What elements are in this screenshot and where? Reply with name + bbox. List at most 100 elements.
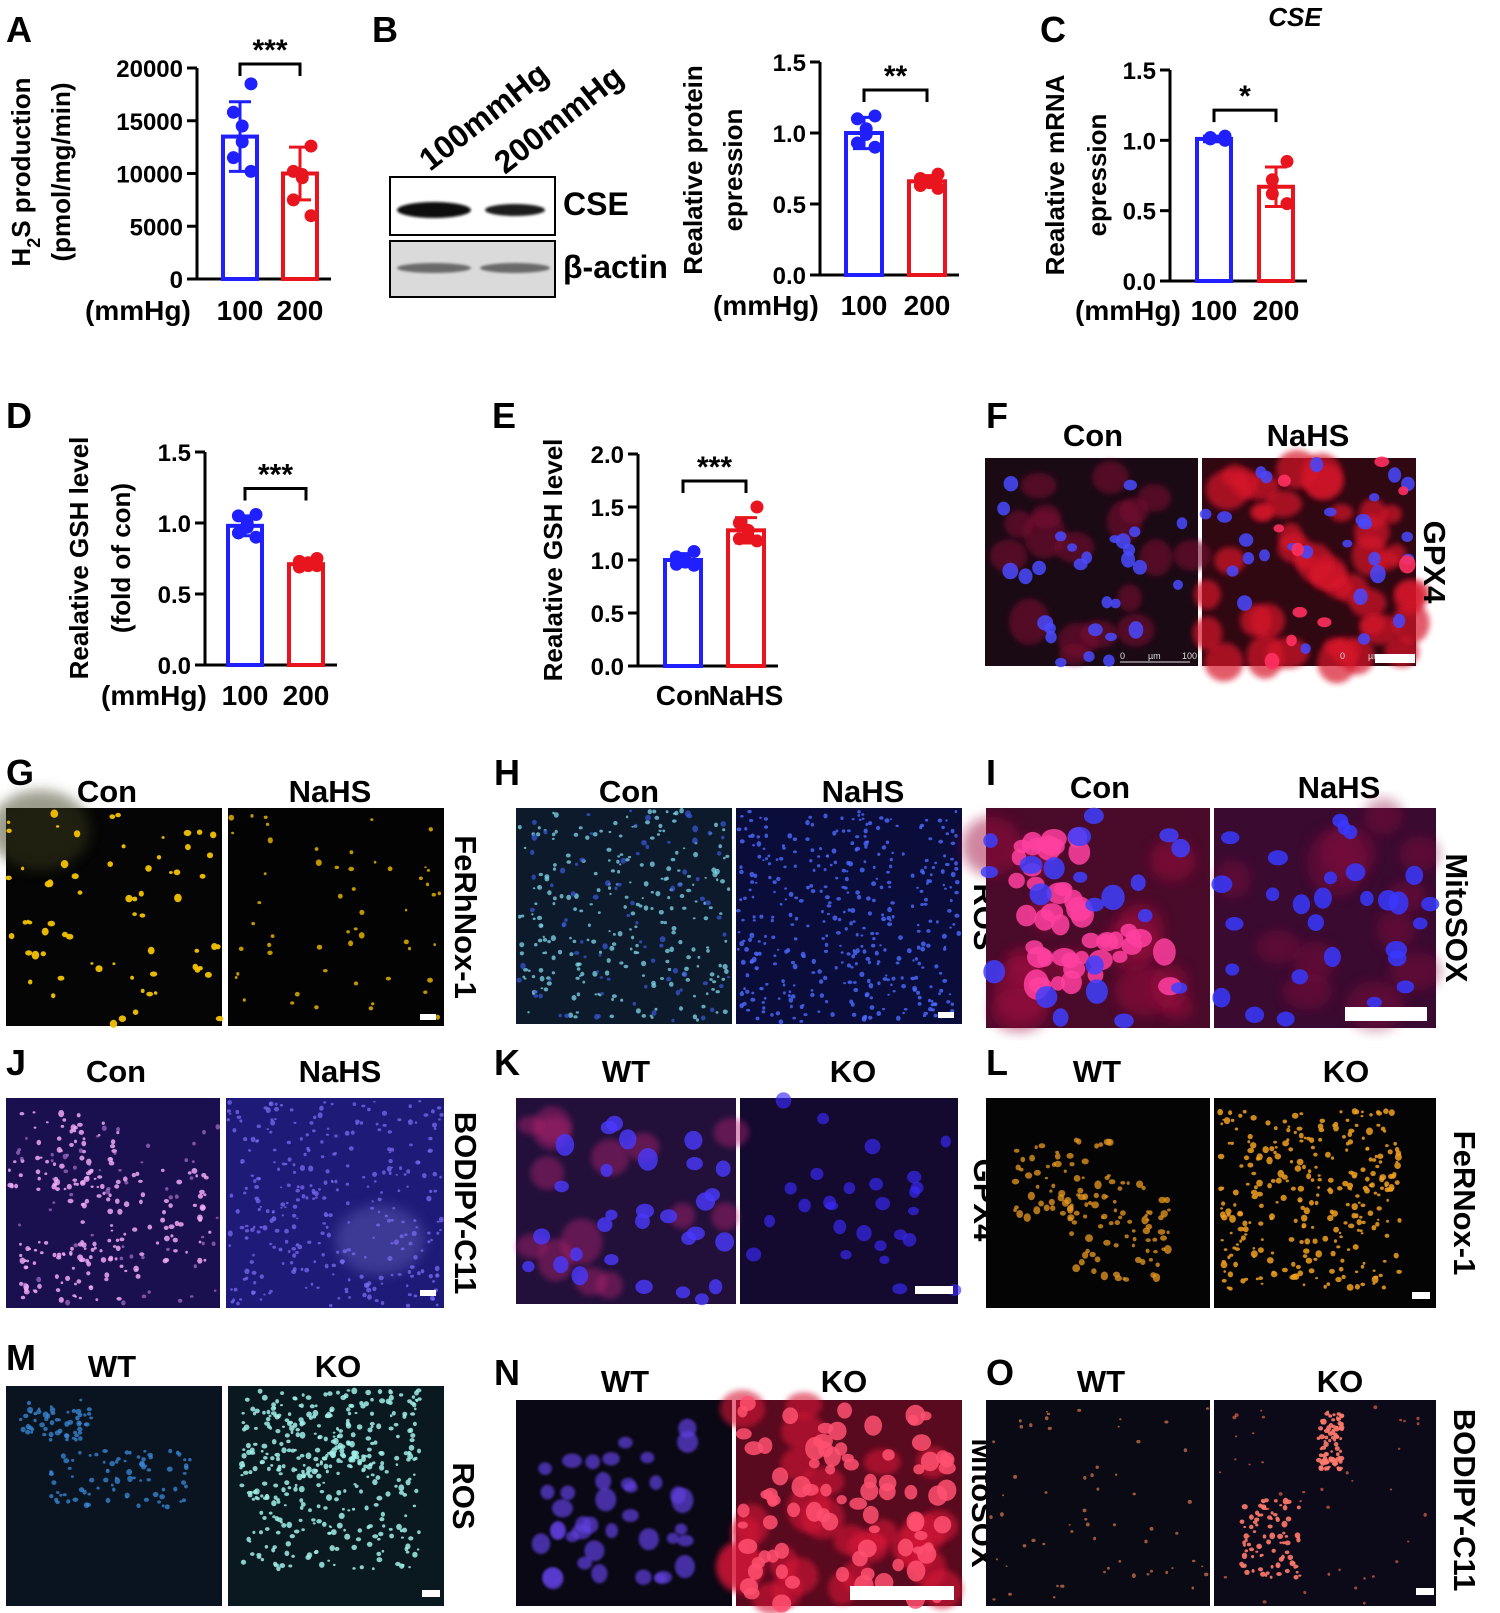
cell-spot — [71, 1436, 76, 1440]
cell-spot — [372, 1171, 378, 1177]
cell-spot — [1084, 1202, 1089, 1208]
cell-spot — [892, 990, 896, 993]
y-axis-label: H2S production — [6, 77, 44, 266]
cell-spot — [417, 1161, 421, 1164]
cell-spot — [1284, 1535, 1289, 1538]
cell-spot — [281, 1214, 285, 1217]
cell-spot — [546, 981, 552, 986]
cell-spot — [293, 1121, 297, 1124]
cell-spot — [26, 919, 30, 924]
panel-label-g: G — [6, 752, 34, 793]
cell-spot — [241, 1453, 247, 1459]
cell-spot — [373, 1100, 376, 1103]
cell-spot — [399, 1234, 404, 1239]
cell-spot — [334, 1546, 340, 1551]
cell-spot — [1256, 1191, 1263, 1197]
cell-spot — [371, 1567, 375, 1571]
cell-spot — [692, 1014, 698, 1020]
cell-spot — [328, 1464, 333, 1469]
cell-spot — [1392, 602, 1430, 644]
cell-spot — [1031, 504, 1061, 529]
cell-spot — [1301, 1225, 1305, 1229]
cell-spot — [868, 1525, 880, 1534]
cell-spot — [995, 1558, 998, 1561]
cell-spot — [124, 1269, 128, 1273]
cell-spot — [250, 1406, 256, 1412]
cell-spot — [325, 1469, 329, 1474]
cell-spot — [1008, 872, 1025, 889]
cell-spot — [139, 1479, 143, 1482]
cell-spot — [1262, 1600, 1267, 1604]
cell-spot — [161, 1168, 165, 1172]
cell-spot — [415, 1226, 419, 1229]
cell-spot — [313, 1432, 317, 1435]
cell-spot — [950, 841, 956, 846]
cell-spot — [936, 920, 939, 924]
cell-spot — [388, 1400, 393, 1406]
cell-spot — [100, 1257, 107, 1263]
cell-spot — [9, 1184, 14, 1189]
cell-spot — [249, 1260, 254, 1264]
cell-spot — [276, 1456, 280, 1462]
cell-spot — [1083, 651, 1095, 662]
micrograph-image — [1214, 1098, 1436, 1308]
cell-spot — [1325, 1151, 1331, 1158]
cell-spot — [537, 826, 541, 830]
cell-spot — [395, 1561, 401, 1567]
cell-spot — [390, 1147, 395, 1152]
cell-spot — [296, 1217, 299, 1220]
cell-spot — [344, 1533, 351, 1540]
cell-spot — [101, 1121, 105, 1125]
cell-spot — [1228, 1286, 1233, 1291]
cell-spot — [929, 985, 933, 989]
cell-spot — [849, 1497, 867, 1510]
blot-band-actin-200 — [480, 263, 550, 273]
cell-spot — [867, 978, 871, 984]
data-point — [231, 526, 245, 540]
cell-spot — [141, 1255, 145, 1260]
cell-spot — [114, 1184, 120, 1189]
cell-spot — [677, 1534, 694, 1547]
cell-spot — [65, 1438, 69, 1442]
cell-spot — [270, 934, 275, 938]
cell-spot — [1239, 1164, 1244, 1168]
cell-spot — [331, 1263, 336, 1268]
cell-spot — [1227, 1271, 1234, 1278]
micrograph-image — [228, 1386, 444, 1606]
cell-spot — [248, 1540, 252, 1543]
cell-spot — [260, 1494, 264, 1498]
cell-spot — [309, 1404, 315, 1409]
cell-spot — [1083, 807, 1104, 825]
cell-spot — [754, 881, 758, 884]
cell-spot — [715, 1160, 731, 1177]
cell-spot — [1300, 1205, 1305, 1210]
cell-spot — [949, 926, 952, 929]
cell-spot — [896, 1015, 901, 1021]
cell-spot — [686, 874, 692, 878]
cell-spot — [132, 1009, 139, 1015]
cell-spot — [56, 1252, 62, 1258]
cell-spot — [748, 819, 754, 822]
cell-spot — [1328, 1414, 1333, 1418]
blot-band-cse-200 — [485, 204, 545, 216]
cell-spot — [643, 881, 649, 887]
cell-spot — [846, 891, 850, 894]
cell-spot — [715, 990, 720, 994]
cell-spot — [1234, 1435, 1238, 1438]
cell-spot — [432, 1280, 436, 1283]
cell-spot — [714, 868, 720, 875]
cell-spot — [1267, 850, 1288, 866]
cell-spot — [1271, 1270, 1276, 1274]
cell-spot — [675, 1286, 691, 1299]
cell-spot — [412, 1421, 417, 1427]
cell-spot — [1204, 642, 1244, 682]
cell-spot — [314, 1196, 318, 1199]
cell-spot — [552, 902, 556, 906]
cell-spot — [104, 1272, 110, 1278]
cell-spot — [579, 857, 585, 862]
cell-spot — [842, 910, 846, 914]
cell-spot — [337, 1442, 343, 1449]
cell-spot — [1282, 1505, 1288, 1511]
cell-spot — [33, 1412, 37, 1415]
cell-spot — [1317, 617, 1332, 628]
